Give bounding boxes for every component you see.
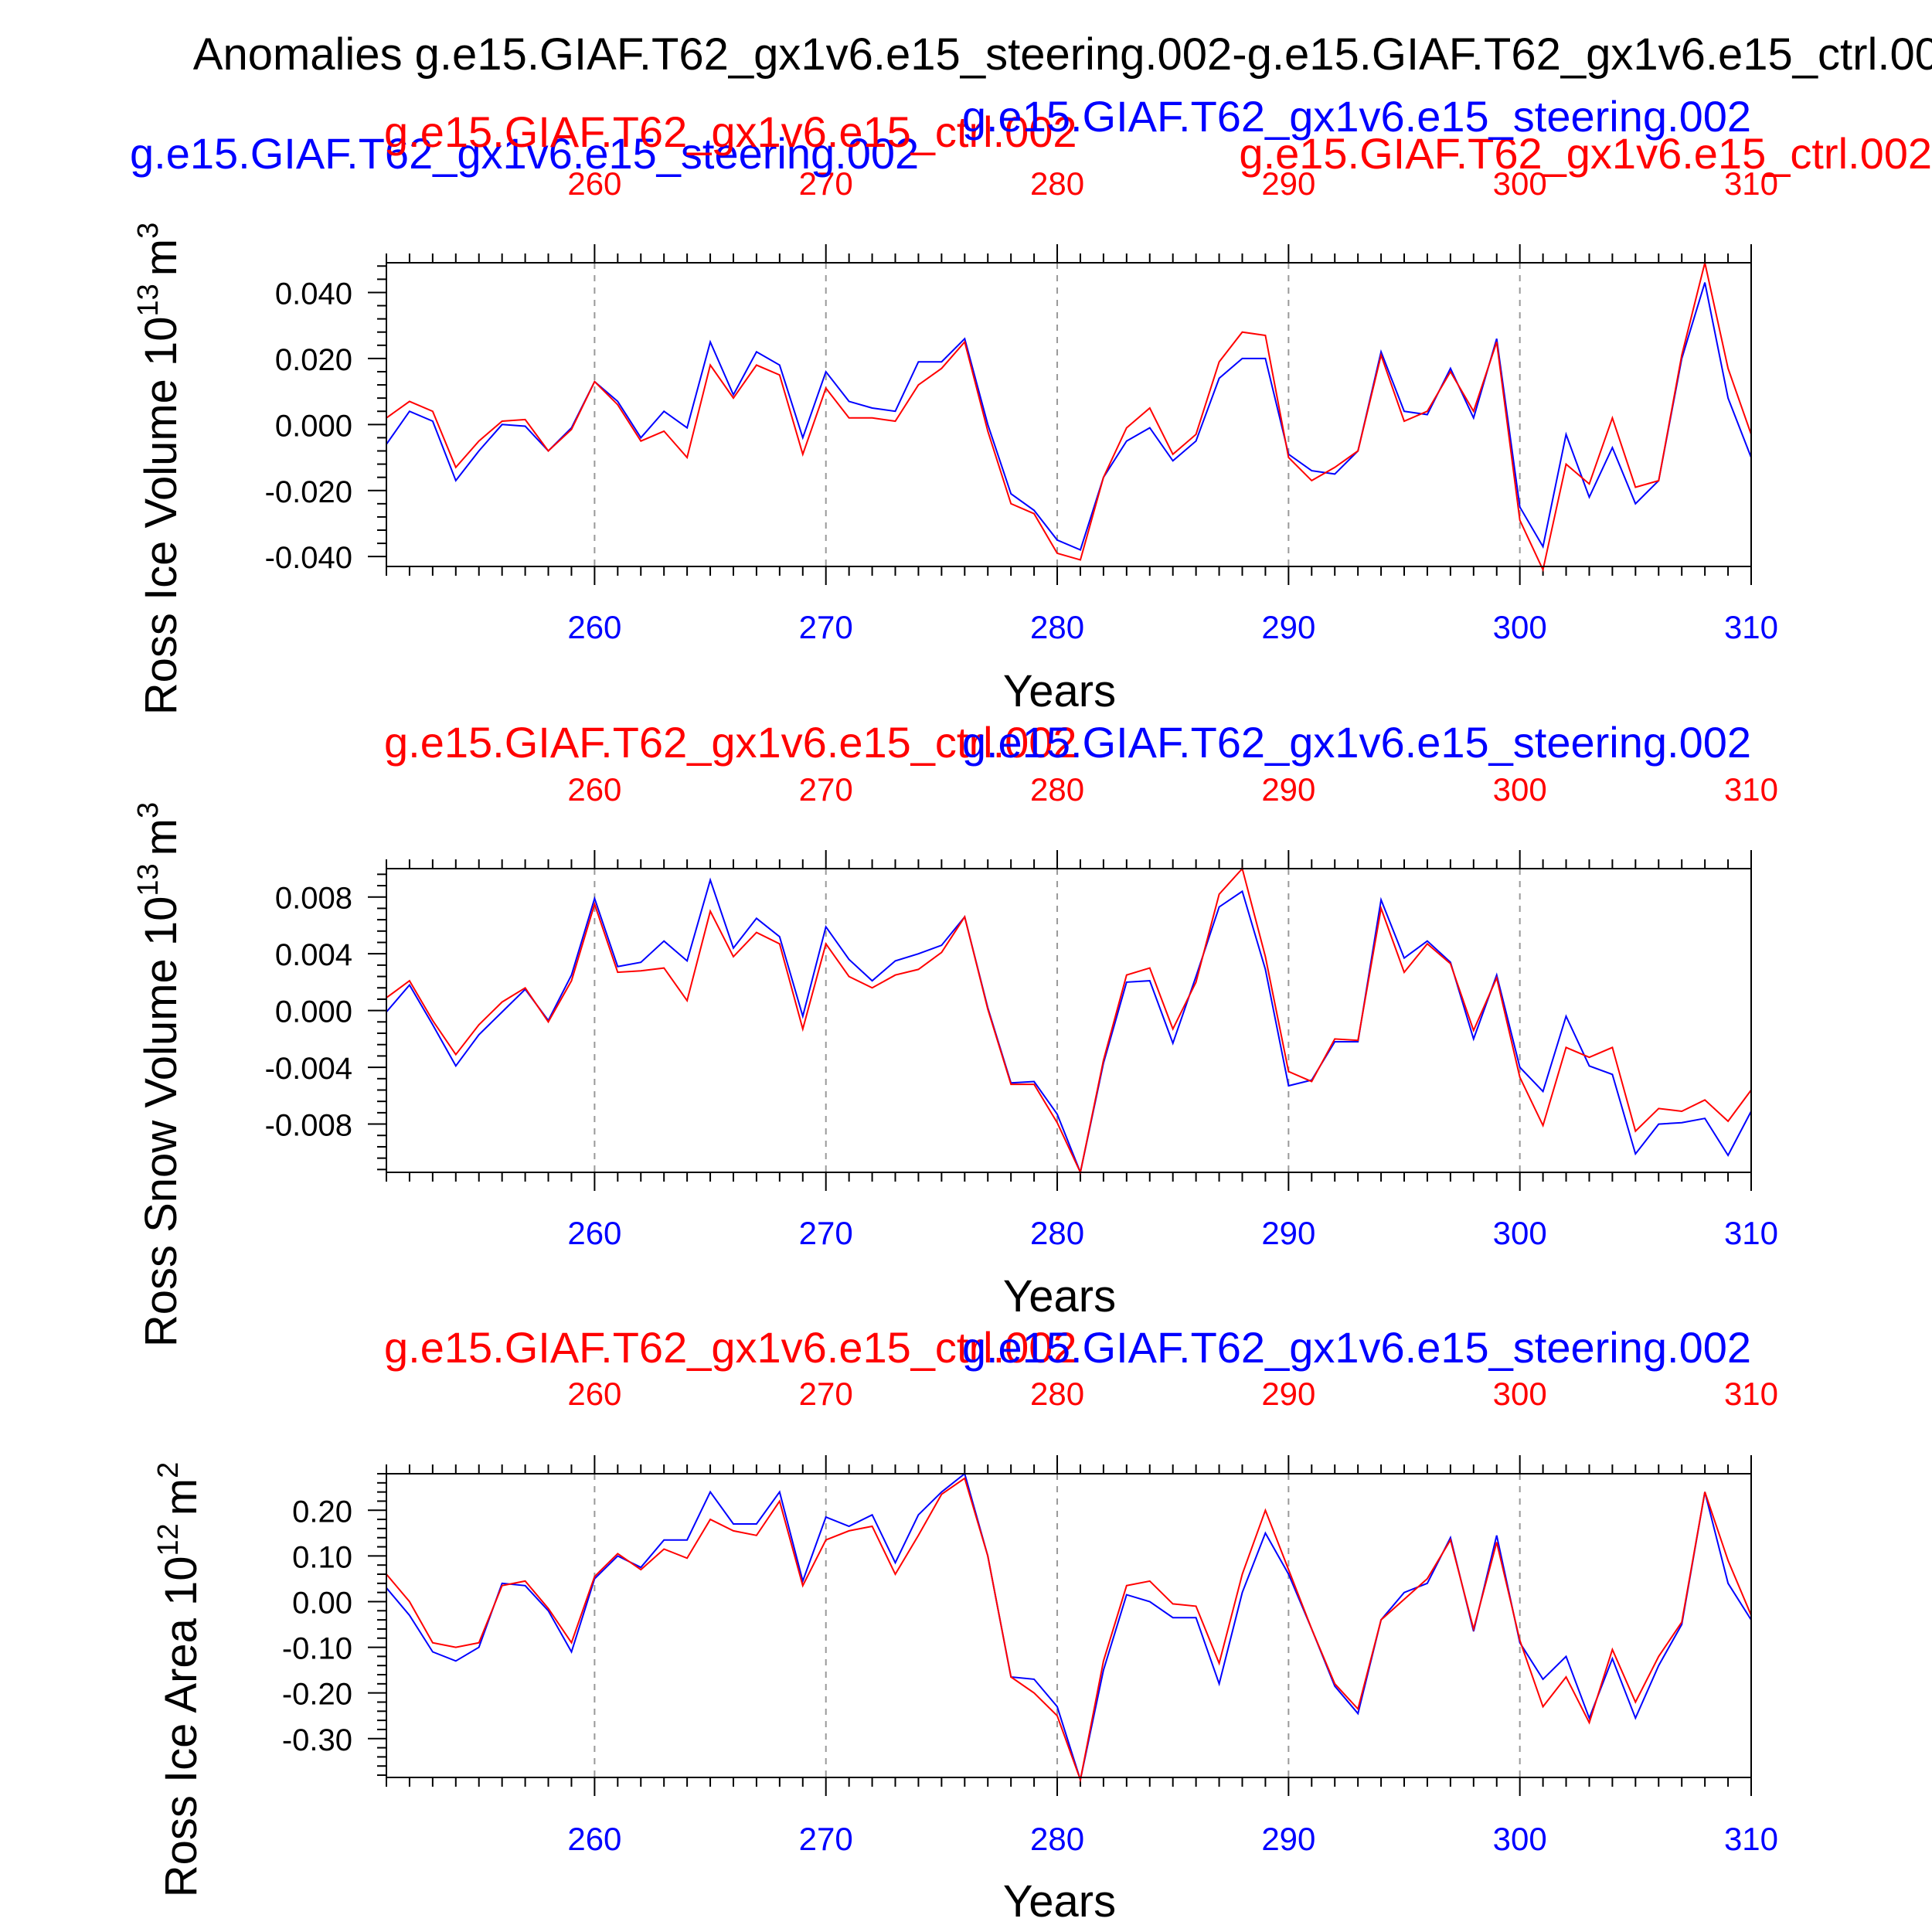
- y-tick-label: -0.020: [265, 475, 352, 509]
- chart-panel-1: -0.040 -0.020 0.000 0.020 0.040 260 260 270 270 2…: [130, 92, 1932, 716]
- y-tick-label: 0.20: [292, 1495, 352, 1529]
- y-tick-label: -0.004: [265, 1052, 352, 1086]
- x-tick-label-top: 290: [1261, 165, 1315, 202]
- x-tick-label-bottom: 260: [567, 609, 621, 645]
- x-axis-title: Years: [1003, 666, 1116, 716]
- y-tick-label: -0.008: [265, 1109, 352, 1143]
- y-tick-label: -0.040: [265, 541, 352, 575]
- y-tick-label: 0.000: [275, 995, 352, 1029]
- y-axis-unit: m: [136, 239, 186, 276]
- x-tick-label-bottom: 300: [1493, 1215, 1547, 1251]
- x-tick-label-bottom: 280: [1030, 609, 1084, 645]
- x-tick-label-bottom: 300: [1493, 1821, 1547, 1857]
- series-line-steering: [386, 1472, 1752, 1783]
- x-tick-label-bottom: 270: [799, 609, 853, 645]
- plot-frame: [386, 262, 1752, 567]
- x-tick-label-top: 280: [1030, 1376, 1084, 1412]
- x-tick-label-bottom: 280: [1030, 1821, 1084, 1857]
- title-left-steering: g.e15.GIAF.T62_gx1v6.e15_steering.002: [130, 129, 919, 178]
- y-axis-title: Ross Ice Volume 1013 m3: [132, 223, 186, 716]
- title-center-steering: g.e15.GIAF.T62_gx1v6.e15_steering.002: [962, 92, 1751, 141]
- plot-frame: [386, 1473, 1752, 1778]
- x-tick-label-bottom: 300: [1493, 609, 1547, 645]
- title-center-ctrl: g.e15.GIAF.T62_gx1v6.e15_ctrl.002: [384, 718, 1077, 767]
- chart-panel-2: -0.008 -0.004 0.000 0.004 0.008 260 260 270 270 2…: [132, 718, 1778, 1347]
- y-tick-label: -0.30: [282, 1723, 352, 1757]
- series-line-ctrl: [386, 262, 1752, 573]
- y-axis-exponent: 13: [132, 863, 165, 896]
- x-tick-label-top: 300: [1493, 771, 1547, 808]
- y-axis-title: Ross Snow Volume 1013 m3: [132, 802, 186, 1347]
- y-tick-label: 0.000: [275, 409, 352, 443]
- y-axis-exponent: 13: [132, 284, 165, 316]
- y-axis-unit-exponent: 2: [152, 1462, 185, 1478]
- title-center-steering: g.e15.GIAF.T62_gx1v6.e15_steering.002: [962, 1323, 1751, 1372]
- y-axis-unit-exponent: 3: [132, 802, 165, 818]
- x-tick-label-top: 300: [1493, 1376, 1547, 1412]
- x-axis-title: Years: [1003, 1271, 1116, 1321]
- y-axis-title-text: Ross Ice Area 10: [156, 1556, 206, 1898]
- x-tick-label-bottom: 290: [1261, 609, 1315, 645]
- x-tick-label-top: 280: [1030, 165, 1084, 202]
- chart-panel-3: -0.30 -0.20 -0.10 0.00 0.10 0.20 260 260 270 270 2…: [152, 1323, 1778, 1927]
- y-axis-unit-exponent: 3: [132, 223, 165, 239]
- y-axis-title-text: Ross Snow Volume 10: [136, 896, 186, 1348]
- y-axis-unit: m: [136, 818, 186, 855]
- x-tick-label-top: 300: [1493, 165, 1547, 202]
- x-tick-label-bottom: 310: [1724, 609, 1778, 645]
- title-center-ctrl: g.e15.GIAF.T62_gx1v6.e15_ctrl.002: [384, 1323, 1077, 1372]
- y-axis-title: Ross Ice Area 1012 m2: [152, 1462, 206, 1897]
- y-tick-label: 0.00: [292, 1586, 352, 1620]
- x-tick-label-bottom: 260: [567, 1821, 621, 1857]
- title-center-steering: g.e15.GIAF.T62_gx1v6.e15_steering.002: [962, 718, 1751, 767]
- series-line-steering: [386, 877, 1752, 1175]
- y-tick-label: 0.008: [275, 882, 352, 916]
- title-center-ctrl: g.e15.GIAF.T62_gx1v6.e15_ctrl.002: [384, 107, 1077, 156]
- series-line-ctrl: [386, 866, 1752, 1175]
- x-tick-label-top: 260: [567, 165, 621, 202]
- x-tick-label-top: 260: [567, 771, 621, 808]
- x-tick-label-bottom: 290: [1261, 1821, 1315, 1857]
- x-tick-label-top: 260: [567, 1376, 621, 1412]
- plot-frame: [386, 868, 1752, 1173]
- y-axis-exponent: 12: [152, 1523, 185, 1556]
- y-tick-label: -0.10: [282, 1632, 352, 1666]
- title-right-ctrl: g.e15.GIAF.T62_gx1v6.e15_ctrl.002: [1239, 129, 1932, 178]
- y-tick-label: 0.040: [275, 277, 352, 311]
- x-tick-label-top: 310: [1724, 165, 1778, 202]
- y-tick-label: 0.10: [292, 1540, 352, 1574]
- y-tick-label: 0.020: [275, 343, 352, 377]
- x-axis-title: Years: [1003, 1876, 1116, 1927]
- x-tick-label-bottom: 270: [799, 1215, 853, 1251]
- x-tick-label-top: 290: [1261, 1376, 1315, 1412]
- y-axis-unit: m: [156, 1478, 206, 1515]
- series-line-ctrl: [386, 1477, 1752, 1783]
- figure-title: Anomalies g.e15.GIAF.T62_gx1v6.e15_steer…: [193, 29, 1932, 80]
- x-tick-label-bottom: 290: [1261, 1215, 1315, 1251]
- x-tick-label-bottom: 260: [567, 1215, 621, 1251]
- x-tick-label-bottom: 310: [1724, 1215, 1778, 1251]
- x-tick-label-top: 310: [1724, 1376, 1778, 1412]
- x-tick-label-bottom: 270: [799, 1821, 853, 1857]
- x-tick-label-top: 290: [1261, 771, 1315, 808]
- x-tick-label-top: 280: [1030, 771, 1084, 808]
- y-tick-label: -0.20: [282, 1678, 352, 1712]
- x-tick-label-top: 310: [1724, 771, 1778, 808]
- y-tick-label: 0.004: [275, 938, 352, 972]
- x-tick-label-bottom: 310: [1724, 1821, 1778, 1857]
- x-tick-label-top: 270: [799, 1376, 853, 1412]
- x-tick-label-top: 270: [799, 771, 853, 808]
- series-line-steering: [386, 282, 1752, 551]
- y-axis-title-text: Ross Ice Volume 10: [136, 316, 186, 715]
- x-tick-label-top: 270: [799, 165, 853, 202]
- x-tick-label-bottom: 280: [1030, 1215, 1084, 1251]
